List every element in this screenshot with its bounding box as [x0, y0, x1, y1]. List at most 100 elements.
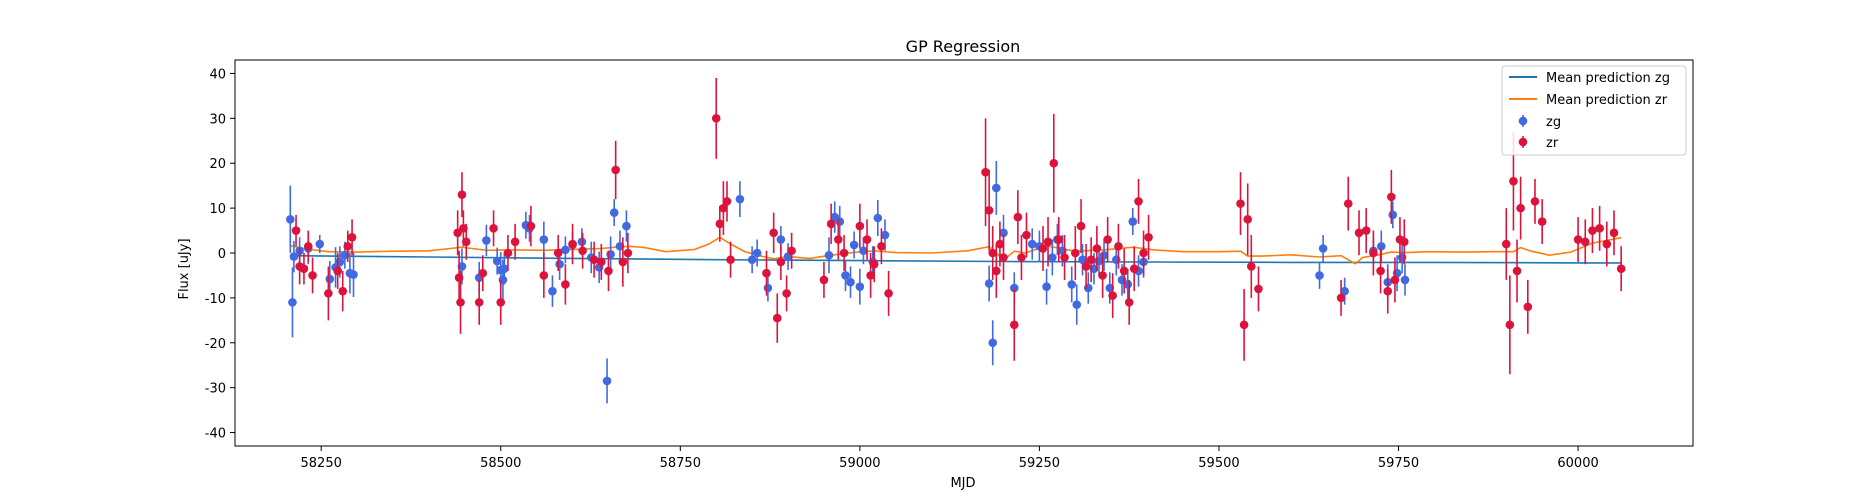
- point-zr: [1013, 212, 1023, 222]
- point-zr: [776, 257, 786, 267]
- point-zr: [1108, 291, 1117, 300]
- point-zr: [489, 224, 498, 233]
- point-zg: [1128, 217, 1138, 226]
- point-zr: [589, 255, 599, 265]
- point-zr: [834, 235, 843, 244]
- point-zr: [1043, 237, 1053, 247]
- legend-marker-zg: [1518, 115, 1528, 127]
- point-zg: [498, 275, 508, 285]
- point-zr: [762, 268, 771, 278]
- point-zr: [1071, 248, 1080, 258]
- point-zg: [849, 240, 859, 250]
- point-zr: [1501, 239, 1511, 249]
- legend-dot: [1518, 116, 1528, 126]
- point-zr: [1537, 217, 1547, 226]
- point-zg: [824, 250, 834, 260]
- point-zr: [1119, 266, 1129, 276]
- point-zr: [623, 248, 633, 258]
- point-zg: [539, 235, 549, 244]
- y-tick-label: 40: [209, 67, 226, 82]
- point-zg: [1111, 255, 1121, 265]
- point-zr: [1573, 235, 1583, 244]
- point-zg: [548, 286, 557, 296]
- point-zr: [782, 289, 791, 298]
- point-zg: [1318, 244, 1328, 253]
- point-zg: [286, 215, 295, 224]
- point-zr: [1512, 266, 1522, 276]
- point-zr: [347, 232, 357, 242]
- point-zg: [859, 246, 868, 256]
- point-zr: [1361, 226, 1371, 235]
- point-zr: [862, 235, 872, 244]
- point-zr: [333, 266, 343, 276]
- point-zr: [1098, 271, 1107, 280]
- point-zr: [1609, 228, 1619, 238]
- legend-dot: [1518, 137, 1528, 147]
- point-zr: [478, 268, 488, 278]
- legend-label-zr-mean: Mean prediction zr: [1546, 93, 1668, 108]
- x-tick-label: 59000: [839, 456, 880, 471]
- point-zr: [1336, 293, 1346, 303]
- point-zr: [1086, 255, 1096, 265]
- point-zg: [1027, 239, 1037, 249]
- point-zg: [1048, 253, 1057, 262]
- point-zr: [988, 248, 998, 258]
- point-zg: [855, 282, 865, 291]
- mean-line-zg: [290, 254, 1622, 264]
- point-zr: [772, 313, 782, 323]
- x-tick-label: 58250: [301, 456, 342, 471]
- point-zg: [999, 228, 1008, 238]
- legend-label-zr: zr: [1546, 136, 1559, 151]
- point-zr: [503, 248, 513, 258]
- point-zg: [776, 235, 786, 244]
- point-zr: [884, 289, 893, 298]
- point-zg: [1009, 283, 1019, 293]
- point-zr: [303, 241, 313, 251]
- point-zr: [819, 275, 829, 285]
- point-zr: [1616, 264, 1626, 274]
- point-zg: [735, 194, 745, 204]
- point-zr: [999, 253, 1008, 262]
- point-zg: [747, 255, 757, 265]
- point-zr: [1049, 158, 1059, 168]
- point-zr: [618, 257, 628, 267]
- point-zg: [873, 213, 883, 223]
- point-zr: [496, 298, 506, 307]
- point-zr: [839, 248, 849, 258]
- point-zr: [343, 241, 353, 251]
- y-axis-label: Flux [uJy]: [177, 238, 192, 299]
- point-zr: [1383, 286, 1393, 296]
- point-zg: [315, 239, 325, 249]
- y-tick-label: 30: [209, 112, 226, 127]
- point-zg: [841, 271, 850, 280]
- point-zr: [1399, 237, 1409, 247]
- point-zr: [324, 289, 333, 298]
- point-zr: [826, 219, 836, 229]
- point-zr: [992, 266, 1001, 276]
- point-zg: [555, 259, 564, 269]
- point-zr: [474, 298, 484, 307]
- point-zr: [1239, 320, 1249, 330]
- point-zr: [611, 165, 620, 175]
- y-tick-label: 20: [209, 157, 226, 172]
- axis-ticks: 58250 58500 58750 59000 59250 59500 59750 60000…: [205, 67, 1599, 471]
- point-zr: [1038, 244, 1048, 253]
- point-zr: [1081, 262, 1091, 271]
- point-zg: [984, 279, 994, 288]
- point-zr: [461, 237, 471, 247]
- point-zg: [622, 221, 631, 231]
- point-zg: [752, 248, 762, 258]
- point-zr: [1254, 284, 1263, 294]
- point-zr: [568, 239, 577, 249]
- point-zg: [1376, 241, 1386, 251]
- point-zr: [526, 221, 536, 231]
- point-zr: [1376, 266, 1385, 276]
- point-zr: [1369, 248, 1378, 258]
- point-zr: [1509, 176, 1518, 186]
- point-zr: [787, 246, 796, 256]
- point-zr: [454, 273, 464, 282]
- point-zr: [1009, 320, 1019, 330]
- point-zr: [1076, 221, 1086, 231]
- point-zr: [1387, 192, 1396, 202]
